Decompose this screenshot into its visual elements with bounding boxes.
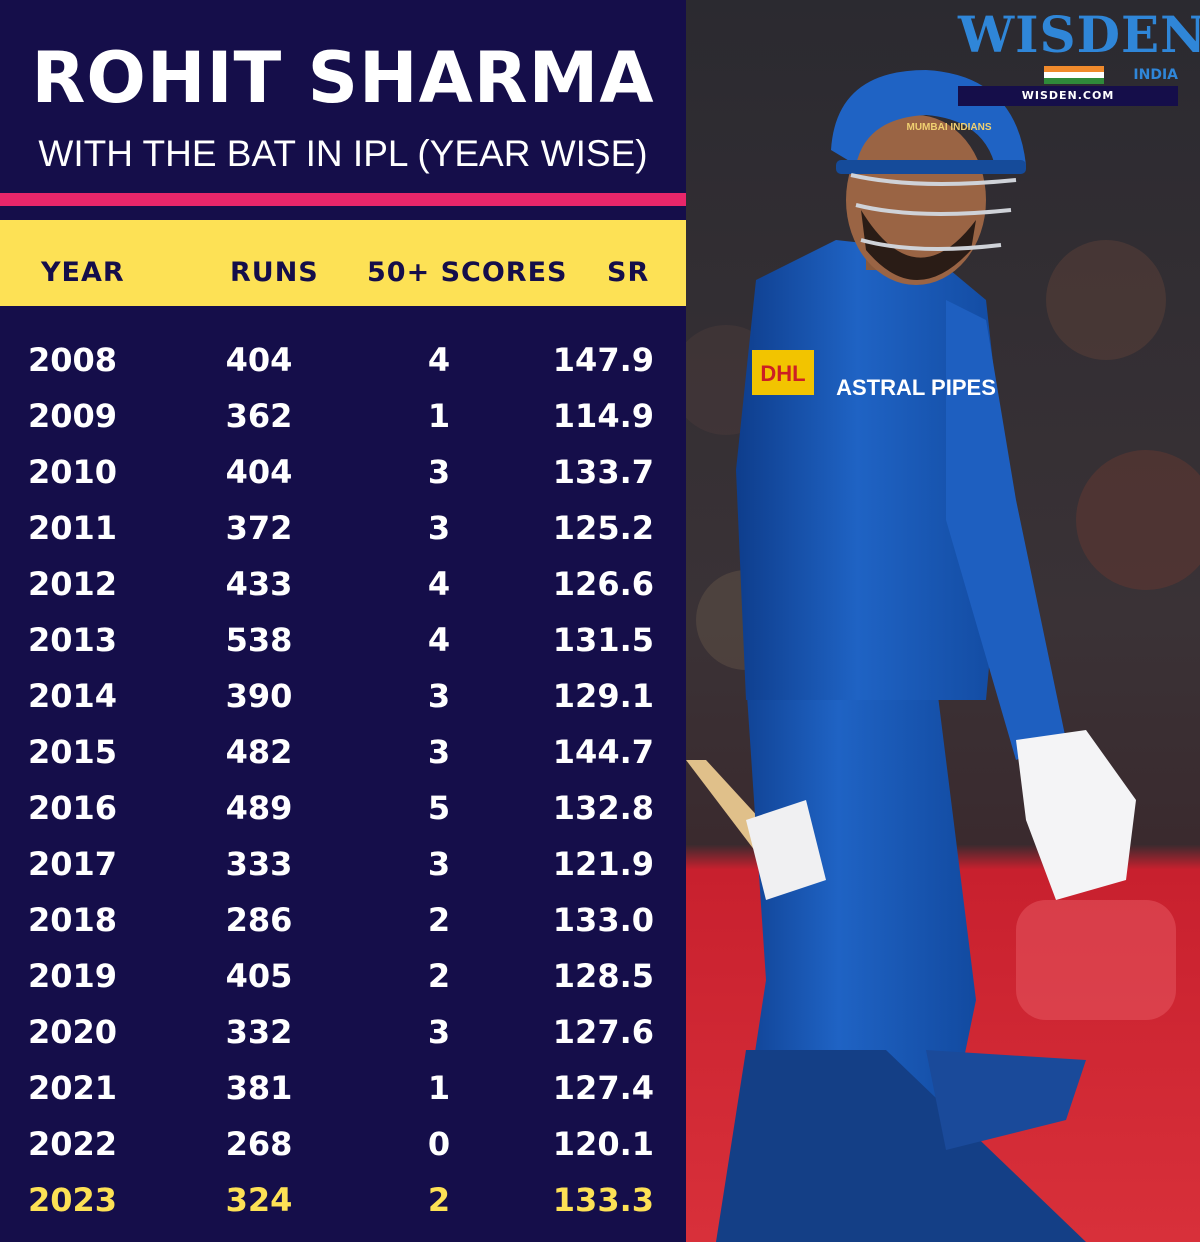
cell-runs: 404 bbox=[225, 341, 293, 379]
table-row: 2013 538 4 131.5 bbox=[0, 612, 686, 668]
cell-runs: 405 bbox=[225, 957, 293, 995]
cell-sr: 133.3 bbox=[552, 1181, 654, 1219]
table-row: 2023 324 2 133.3 bbox=[0, 1172, 686, 1228]
accent-stripe bbox=[0, 193, 686, 206]
cell-sr: 127.4 bbox=[552, 1069, 654, 1107]
logo-url-bar bbox=[958, 86, 1178, 106]
table-row: 2008 404 4 147.9 bbox=[0, 332, 686, 388]
cell-year: 2010 bbox=[28, 453, 118, 491]
cell-fifty-plus: 3 bbox=[427, 509, 451, 547]
table-row: 2017 333 3 121.9 bbox=[0, 836, 686, 892]
cell-year: 2020 bbox=[28, 1013, 118, 1051]
player-photo: DHL ASTRAL PIPES MUMBAI INDIANS bbox=[686, 0, 1200, 1242]
page-title: ROHIT SHARMA bbox=[31, 37, 655, 119]
cell-year: 2023 bbox=[28, 1181, 118, 1219]
table-row: 2016 489 5 132.8 bbox=[0, 780, 686, 836]
cell-year: 2022 bbox=[28, 1125, 118, 1163]
svg-text:DHL: DHL bbox=[760, 361, 805, 386]
page-subtitle: WITH THE BAT IN IPL (YEAR WISE) bbox=[38, 133, 648, 174]
cell-year: 2013 bbox=[28, 621, 118, 659]
table-row: 2018 286 2 133.0 bbox=[0, 892, 686, 948]
logo-url: WISDEN.COM bbox=[1021, 89, 1115, 102]
svg-text:ASTRAL PIPES: ASTRAL PIPES bbox=[836, 375, 996, 400]
cell-runs: 489 bbox=[225, 789, 293, 827]
header-runs: RUNS bbox=[230, 257, 319, 288]
cell-year: 2021 bbox=[28, 1069, 118, 1107]
table-row: 2009 362 1 114.9 bbox=[0, 388, 686, 444]
cell-fifty-plus: 3 bbox=[427, 1013, 451, 1051]
cell-runs: 324 bbox=[225, 1181, 293, 1219]
cell-fifty-plus: 1 bbox=[427, 1069, 451, 1107]
cell-fifty-plus: 0 bbox=[427, 1125, 451, 1163]
cell-sr: 120.1 bbox=[552, 1125, 654, 1163]
india-flag-icon bbox=[1044, 66, 1104, 84]
cell-runs: 381 bbox=[225, 1069, 293, 1107]
cell-sr: 147.9 bbox=[552, 341, 654, 379]
cell-sr: 129.1 bbox=[552, 677, 654, 715]
cell-year: 2015 bbox=[28, 733, 118, 771]
logo-wordmark: WISDEN bbox=[958, 5, 1200, 64]
cell-year: 2017 bbox=[28, 845, 118, 883]
logo-subtitle: INDIA bbox=[1133, 67, 1178, 83]
table-row: 2011 372 3 125.2 bbox=[0, 500, 686, 556]
wisden-logo: WISDEN INDIA WISDEN.COM bbox=[958, 5, 1200, 106]
header-year: YEAR bbox=[41, 257, 125, 288]
cell-sr: 125.2 bbox=[552, 509, 654, 547]
header-fifty-plus: 50+ SCORES bbox=[367, 257, 568, 288]
cell-sr: 132.8 bbox=[552, 789, 654, 827]
cell-runs: 286 bbox=[225, 901, 293, 939]
cell-runs: 390 bbox=[225, 677, 293, 715]
cell-runs: 482 bbox=[225, 733, 293, 771]
table-row: 2012 433 4 126.6 bbox=[0, 556, 686, 612]
cell-sr: 133.0 bbox=[552, 901, 654, 939]
cell-year: 2008 bbox=[28, 341, 118, 379]
cell-sr: 128.5 bbox=[552, 957, 654, 995]
cell-runs: 268 bbox=[225, 1125, 293, 1163]
cell-fifty-plus: 3 bbox=[427, 677, 451, 715]
cell-runs: 372 bbox=[225, 509, 293, 547]
cell-year: 2018 bbox=[28, 901, 118, 939]
table-row: 2015 482 3 144.7 bbox=[0, 724, 686, 780]
cell-fifty-plus: 5 bbox=[427, 789, 451, 827]
cell-fifty-plus: 2 bbox=[427, 901, 451, 939]
cell-sr: 114.9 bbox=[552, 397, 654, 435]
cell-fifty-plus: 2 bbox=[427, 957, 451, 995]
table-header: YEAR RUNS 50+ SCORES SR bbox=[0, 220, 686, 306]
cell-runs: 333 bbox=[225, 845, 293, 883]
cell-fifty-plus: 3 bbox=[427, 845, 451, 883]
table-row: 2019 405 2 128.5 bbox=[0, 948, 686, 1004]
cell-sr: 131.5 bbox=[552, 621, 654, 659]
cell-year: 2011 bbox=[28, 509, 118, 547]
cell-sr: 144.7 bbox=[552, 733, 654, 771]
table-row: 2020 332 3 127.6 bbox=[0, 1004, 686, 1060]
cell-fifty-plus: 4 bbox=[427, 621, 451, 659]
table-row: 2021 381 1 127.4 bbox=[0, 1060, 686, 1116]
cell-year: 2019 bbox=[28, 957, 118, 995]
cell-runs: 332 bbox=[225, 1013, 293, 1051]
stats-panel: ROHIT SHARMA WITH THE BAT IN IPL (YEAR W… bbox=[0, 37, 686, 1228]
table-row: 2022 268 0 120.1 bbox=[0, 1116, 686, 1172]
cell-fifty-plus: 1 bbox=[427, 397, 451, 435]
cell-year: 2012 bbox=[28, 565, 118, 603]
cell-sr: 127.6 bbox=[552, 1013, 654, 1051]
cell-year: 2009 bbox=[28, 397, 118, 435]
cell-fifty-plus: 3 bbox=[427, 733, 451, 771]
cell-runs: 538 bbox=[225, 621, 293, 659]
cell-sr: 126.6 bbox=[552, 565, 654, 603]
cell-sr: 121.9 bbox=[552, 845, 654, 883]
table-row: 2014 390 3 129.1 bbox=[0, 668, 686, 724]
cell-runs: 433 bbox=[225, 565, 293, 603]
cell-year: 2016 bbox=[28, 789, 118, 827]
cell-year: 2014 bbox=[28, 677, 118, 715]
cell-runs: 362 bbox=[225, 397, 293, 435]
cell-sr: 133.7 bbox=[552, 453, 654, 491]
cell-fifty-plus: 4 bbox=[427, 341, 451, 379]
header-sr: SR bbox=[607, 257, 650, 288]
table-row: 2010 404 3 133.7 bbox=[0, 444, 686, 500]
cell-fifty-plus: 2 bbox=[427, 1181, 451, 1219]
cell-fifty-plus: 3 bbox=[427, 453, 451, 491]
cell-fifty-plus: 4 bbox=[427, 565, 451, 603]
cell-runs: 404 bbox=[225, 453, 293, 491]
svg-text:MUMBAI INDIANS: MUMBAI INDIANS bbox=[907, 122, 992, 133]
